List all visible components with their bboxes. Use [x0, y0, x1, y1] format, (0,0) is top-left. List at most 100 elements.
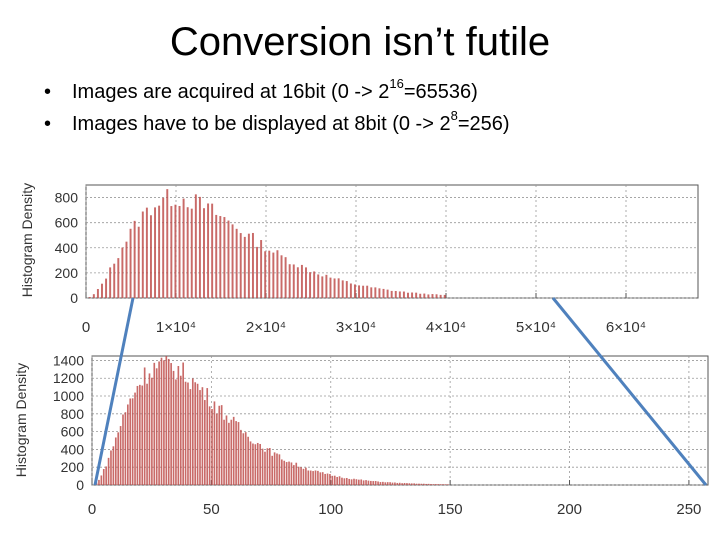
- bottom-histogram-bar: [155, 368, 158, 485]
- bottom-histogram-bar: [129, 398, 132, 485]
- top-histogram-ylabel: Histogram Density: [19, 183, 35, 297]
- bottom-histogram-bar: [189, 389, 192, 485]
- top-histogram-bar: [162, 197, 165, 298]
- bottom-histogram-bar: [268, 448, 271, 485]
- bottom-histogram-bar: [382, 481, 384, 485]
- top-histogram-ytick-label: 0: [70, 290, 78, 306]
- bottom-histogram-bar: [408, 483, 411, 485]
- bottom-histogram-bar: [182, 362, 184, 485]
- bottom-histogram-bar: [444, 484, 447, 485]
- top-histogram-ytick-label: 400: [55, 240, 79, 256]
- bottom-histogram-ytick-label: 1200: [53, 370, 84, 386]
- top-histogram-bar: [345, 281, 348, 298]
- bottom-histogram-bar: [406, 483, 408, 485]
- bottom-histogram-bar: [172, 370, 175, 485]
- bottom-histogram-bar: [126, 404, 129, 485]
- top-histogram-ytick-label: 200: [55, 265, 79, 281]
- bottom-histogram-xtick-label: 250: [676, 501, 701, 518]
- top-histogram-bar: [386, 289, 389, 298]
- bottom-histogram-bar: [158, 361, 160, 485]
- bottom-histogram-bar: [394, 482, 396, 485]
- bottom-histogram-ytick-label: 0: [76, 477, 84, 493]
- bottom-histogram-bar: [413, 483, 415, 485]
- top-histogram-bar: [280, 255, 283, 298]
- top-histogram-bar: [300, 264, 303, 298]
- bottom-histogram-bar: [425, 483, 428, 485]
- bottom-histogram-bar: [434, 484, 437, 485]
- bullet-16bit: Images are acquired at 16bit (0 -> 216=6…: [40, 76, 510, 108]
- connector-lines: [93, 297, 708, 486]
- top-histogram-xtick-label: 6×10⁴: [606, 319, 646, 336]
- top-histogram-bar: [101, 283, 103, 298]
- top-histogram-bar: [182, 198, 185, 298]
- bottom-histogram-bar: [418, 483, 420, 485]
- top-histogram-bar: [235, 228, 238, 298]
- top-histogram-bar: [276, 250, 279, 298]
- bottom-histogram-bar: [396, 482, 399, 485]
- bottom-histogram-bar: [256, 442, 259, 485]
- top-histogram-bar: [353, 284, 356, 298]
- top-histogram-bar: [329, 277, 332, 298]
- top-histogram-bar: [251, 232, 254, 298]
- bottom-histogram-bar: [225, 415, 228, 485]
- bottom-histogram-bar: [360, 479, 363, 485]
- top-histogram-bar: [96, 289, 99, 298]
- bottom-histogram-bar: [319, 472, 322, 485]
- bottom-histogram-bars: [95, 356, 449, 485]
- top-histogram-bar: [198, 196, 201, 298]
- bottom-histogram-bar: [216, 413, 218, 485]
- bottom-histogram-bar: [218, 405, 221, 485]
- bottom-histogram-bar: [220, 405, 223, 485]
- connector-min-line: [93, 297, 135, 486]
- bottom-histogram-bar: [331, 475, 334, 485]
- top-histogram-bar: [186, 207, 189, 298]
- bottom-histogram-bar: [333, 475, 336, 485]
- top-histogram-xtick-label: 0: [82, 319, 90, 336]
- top-histogram-bar: [215, 214, 218, 298]
- top-histogram-bar: [243, 236, 246, 298]
- top-histogram-bar: [145, 207, 148, 298]
- bottom-histogram-bar: [285, 462, 288, 485]
- bottom-histogram-bar: [203, 400, 206, 485]
- bottom-histogram-bar: [278, 454, 281, 485]
- bottom-histogram-bar: [317, 470, 319, 485]
- bottom-histogram-bar: [386, 482, 389, 485]
- top-histogram-bar: [419, 293, 422, 298]
- bottom-histogram-bar: [410, 483, 413, 485]
- top-histogram-bar: [109, 267, 112, 298]
- top-histogram-bar: [133, 220, 136, 298]
- bottom-histogram-bar: [228, 422, 230, 485]
- bottom-histogram-bar: [372, 481, 375, 485]
- top-histogram-bar: [341, 280, 344, 298]
- top-histogram-bar: [113, 263, 116, 298]
- top-histogram-bar: [431, 294, 434, 298]
- top-histogram-xtick-label: 5×10⁴: [516, 319, 556, 336]
- bottom-histogram-bar: [261, 448, 264, 485]
- bottom-histogram-xtick-label: 200: [557, 501, 582, 518]
- bottom-histogram-bar: [107, 457, 110, 485]
- top-histogram-bar: [272, 252, 275, 298]
- bottom-histogram-bar: [398, 482, 401, 485]
- top-histogram-frame: [85, 184, 699, 299]
- top-histogram-bar: [374, 287, 377, 298]
- bottom-histogram-bar: [350, 479, 353, 485]
- top-histogram-bar: [358, 285, 361, 298]
- bottom-histogram-bar: [177, 366, 180, 485]
- bottom-histogram-ytick-label: 800: [61, 406, 85, 422]
- bottom-histogram-bar: [329, 474, 331, 485]
- bottom-histogram-bar: [266, 448, 269, 485]
- top-histogram-bar: [264, 251, 267, 298]
- bullet-16bit-exponent: 16: [389, 76, 404, 92]
- bottom-histogram-bar: [273, 452, 276, 485]
- top-histogram-bar: [321, 276, 324, 298]
- bottom-histogram-bar: [297, 466, 300, 485]
- top-histogram-bars: [88, 189, 446, 298]
- bottom-histogram-bar: [355, 479, 358, 485]
- bottom-histogram-bar: [194, 382, 197, 485]
- bottom-histogram-bar: [345, 477, 348, 485]
- bottom-histogram-bar: [230, 419, 233, 485]
- top-histogram-bar: [223, 217, 226, 298]
- top-histogram-bar: [349, 283, 352, 298]
- top-histogram-bar: [117, 258, 120, 298]
- bottom-histogram-bar: [105, 466, 107, 485]
